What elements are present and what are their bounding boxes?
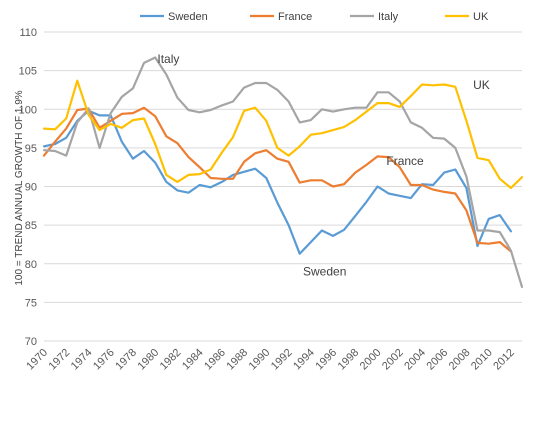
y-tick-label: 110 [19, 27, 37, 39]
y-tick-label: 90 [25, 182, 37, 194]
x-tick-label: 1976 [91, 347, 117, 373]
y-axis-label: 100 = TREND ANNUAL GROWTH OF 1.9% [14, 90, 25, 285]
y-tick-label: 105 [19, 66, 37, 78]
x-tick-label: 1998 [336, 347, 362, 373]
y-tick-label: 70 [25, 336, 37, 348]
x-tick-label: 1996 [313, 347, 339, 373]
legend-label-sweden: Sweden [168, 11, 208, 23]
x-tick-label: 1992 [269, 347, 295, 373]
y-axis-tick-labels: 70 75 80 85 90 95 100 105 110 [19, 27, 37, 348]
annotation-sweden: Sweden [303, 264, 346, 278]
y-tick-label: 85 [25, 220, 37, 232]
y-tick-label: 100 [19, 104, 37, 116]
x-axis-tick-labels: 1970197219741976197819801982198419861988… [24, 347, 517, 373]
series-line-uk [42, 79, 524, 190]
series-annotations: Italy UK France Sweden [157, 52, 489, 278]
x-tick-label: 1980 [135, 347, 161, 373]
x-tick-label: 1970 [24, 347, 50, 373]
x-tick-label: 1988 [224, 347, 250, 373]
y-tick-label: 75 [25, 297, 37, 309]
x-tick-label: 2010 [469, 347, 495, 373]
series-line-sweden [42, 109, 512, 255]
y-tick-label: 95 [25, 143, 37, 155]
x-tick-label: 2008 [447, 347, 473, 373]
legend-label-france: France [278, 11, 312, 23]
x-tick-label: 1978 [113, 347, 139, 373]
x-tick-label: 2000 [358, 347, 384, 373]
x-tick-label: 1994 [291, 347, 317, 373]
x-tick-label: 1972 [47, 347, 73, 373]
legend: Sweden France Italy UK [140, 11, 489, 23]
series-line-france [42, 106, 512, 253]
x-tick-label: 1984 [180, 347, 206, 373]
x-tick-label: 2002 [380, 347, 406, 373]
x-tick-label: 1986 [202, 347, 228, 373]
annotation-uk: UK [473, 78, 490, 92]
y-tick-label: 80 [25, 259, 37, 271]
annotation-italy: Italy [157, 52, 179, 66]
annotation-france: France [386, 154, 424, 168]
x-tick-label: 2004 [402, 347, 428, 373]
gridlines [44, 31, 522, 342]
series-line-italy [42, 56, 524, 288]
x-tick-label: 1974 [69, 347, 95, 373]
legend-label-uk: UK [473, 11, 489, 23]
x-tick-label: 2012 [491, 347, 517, 373]
series-lines [42, 56, 524, 288]
x-tick-label: 1982 [158, 347, 184, 373]
x-tick-label: 2006 [425, 347, 451, 373]
legend-label-italy: Italy [378, 11, 399, 23]
x-tick-label: 1990 [247, 347, 273, 373]
